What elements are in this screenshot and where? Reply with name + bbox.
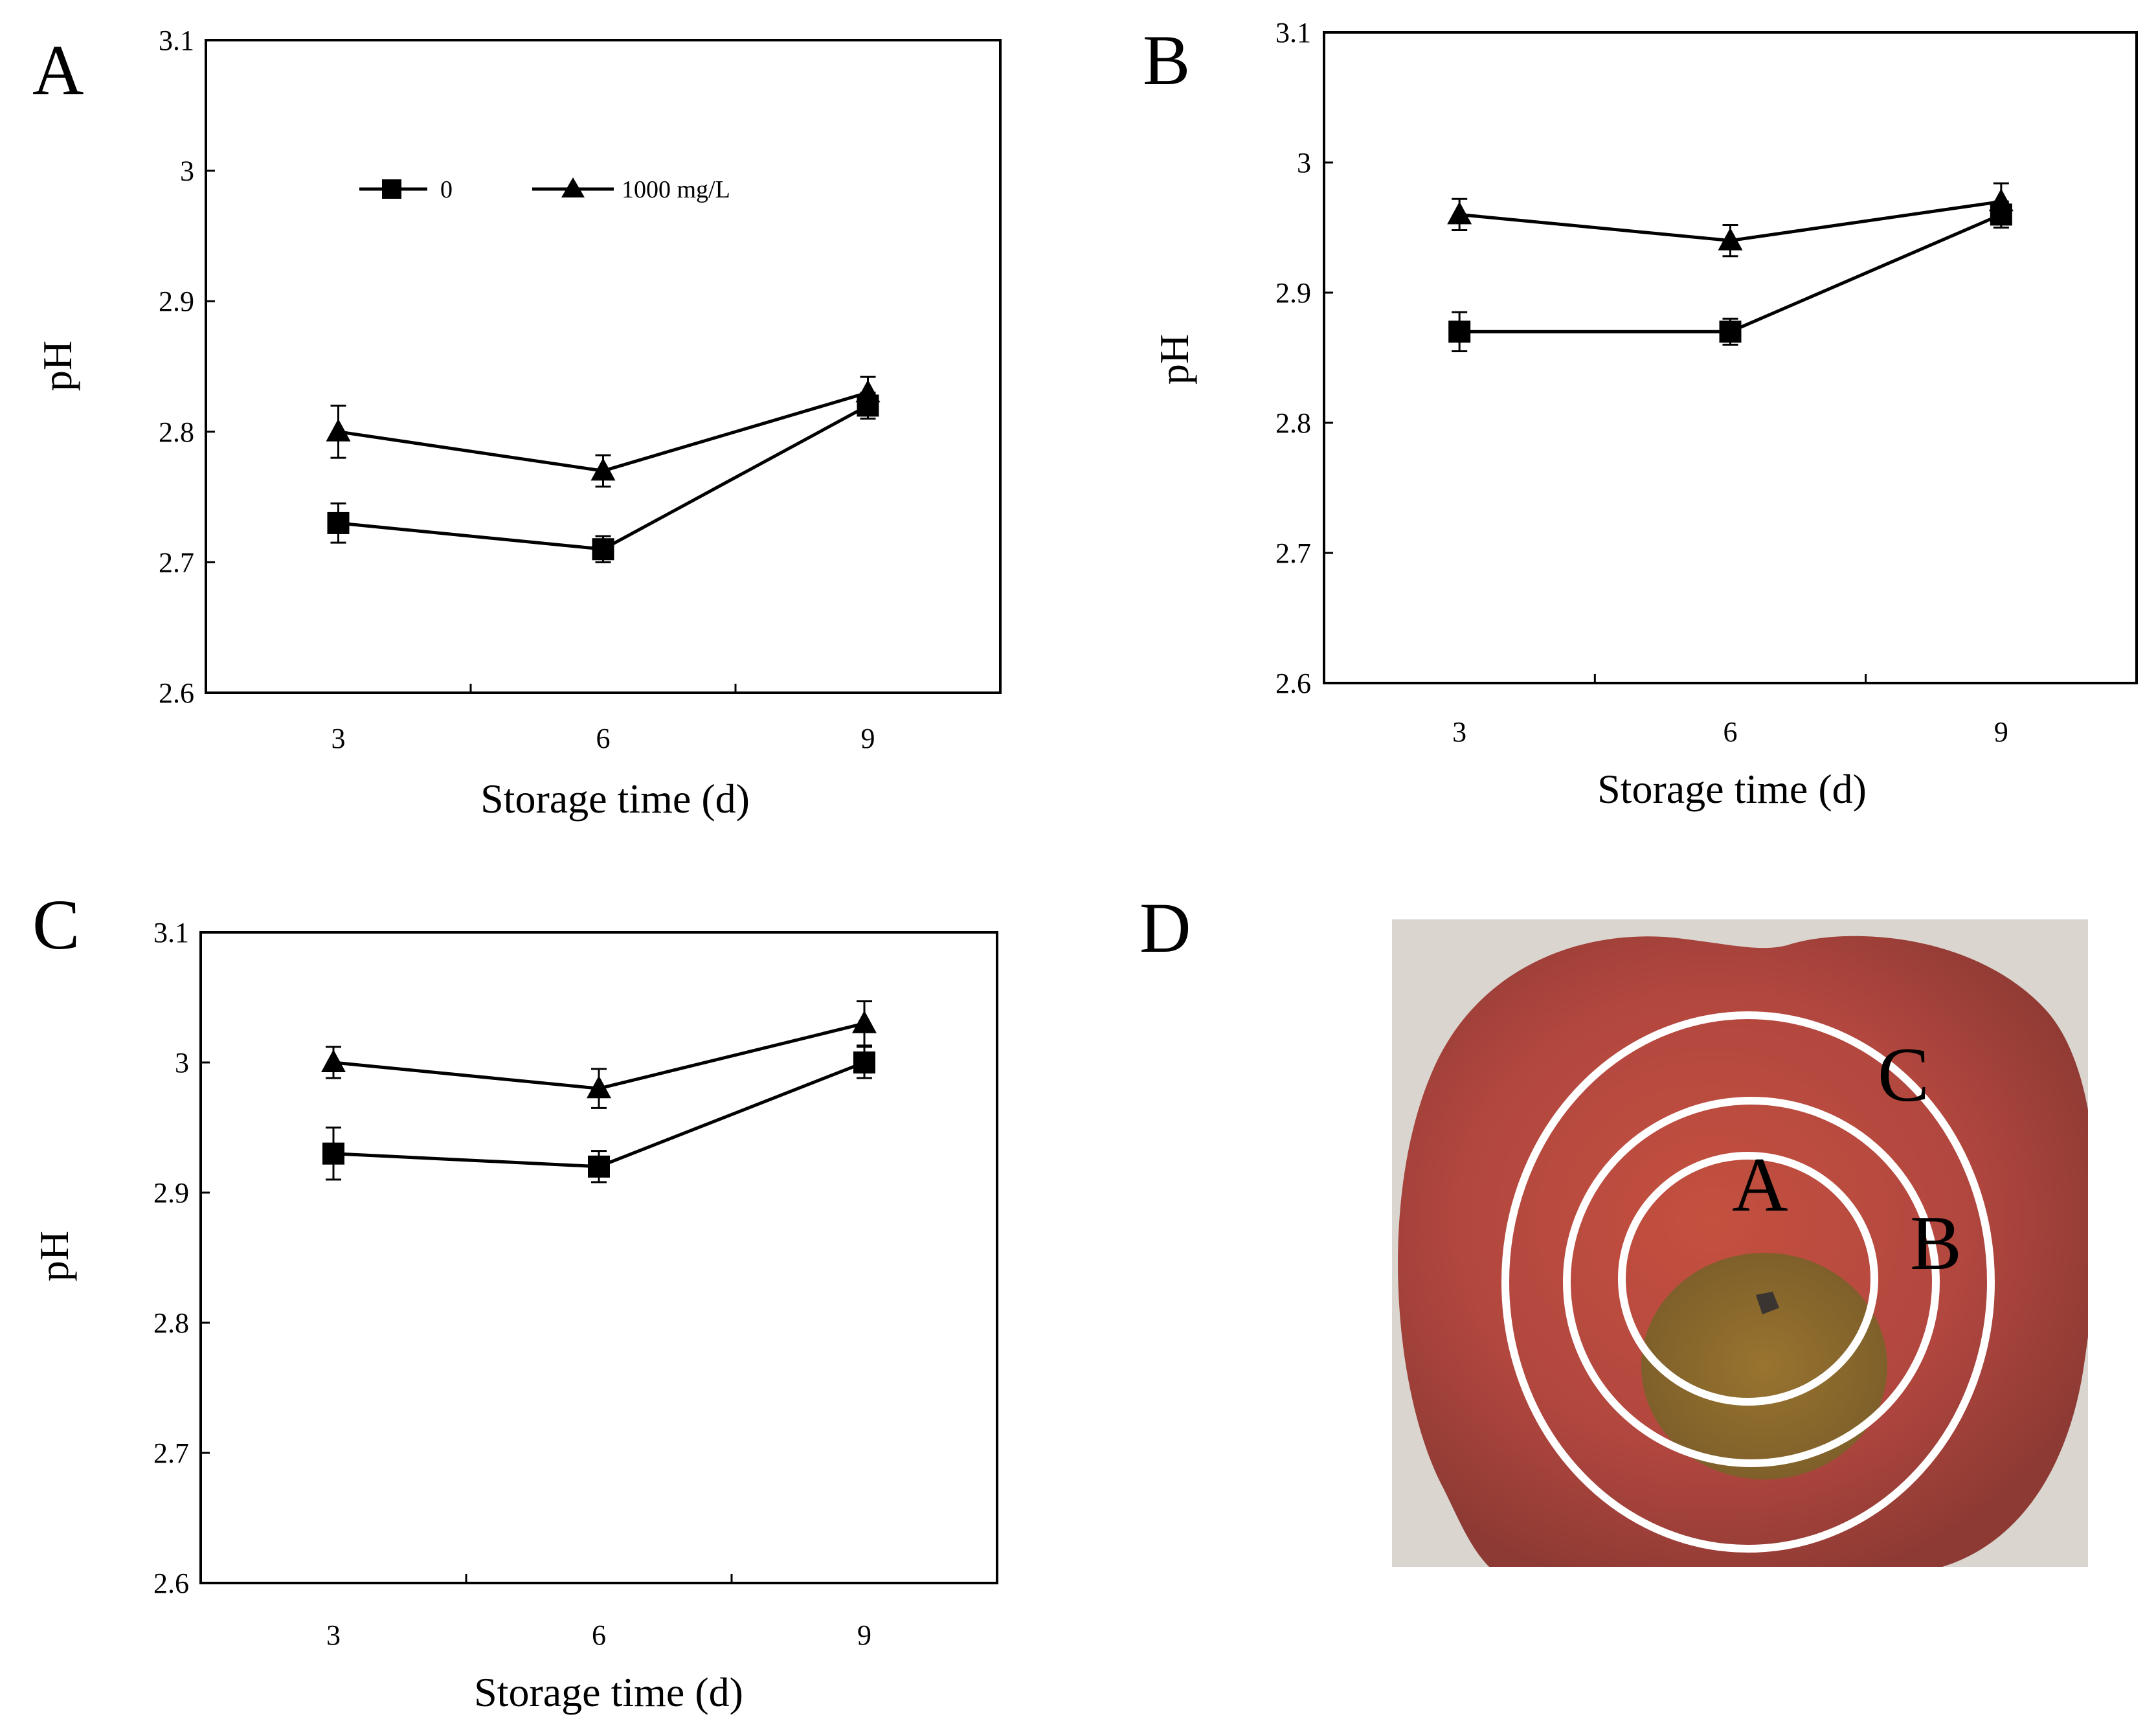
- zone-label-c: C: [1878, 1031, 1929, 1118]
- y-tick-label-b: 3: [1297, 147, 1311, 179]
- point-triangle-b: [1718, 227, 1743, 251]
- panel-letter-b: B: [1143, 21, 1190, 100]
- chart-panel-c: 2.6 2.7 2.8 2.9 3 3.1 3 6 9 Storage time (d) pH C: [31, 885, 998, 1715]
- point-square-a: [592, 538, 614, 561]
- x-tick-label-b: 9: [1994, 716, 2008, 748]
- point-square-a: [327, 511, 350, 534]
- point-triangle-c: [587, 1075, 611, 1099]
- x-axis-title-c: Storage time (d): [474, 1669, 743, 1715]
- x-tick-label-c: 3: [326, 1619, 341, 1651]
- point-triangle-b: [1447, 201, 1472, 225]
- apple-photo-panel: D A B C: [1140, 888, 2088, 1567]
- legend-a: 0 1000 mg/L: [359, 176, 730, 203]
- panel-letter-d: D: [1140, 888, 1191, 967]
- zone-label-b: B: [1910, 1200, 1962, 1286]
- y-tick-label-b: 2.9: [1275, 277, 1311, 309]
- point-triangle-c: [321, 1050, 346, 1072]
- zone-label-a: A: [1732, 1141, 1788, 1228]
- point-triangle-a: [855, 379, 881, 403]
- y-tick-label-c: 2.7: [153, 1437, 189, 1469]
- chart-panel-a: 2.6 2.7 2.8 2.9 3 3.1 3 6 9 Storage time (d) pH A 0 1…: [32, 25, 1002, 822]
- legend-label-1: 1000 mg/L: [622, 176, 730, 203]
- y-axis-title-c: pH: [31, 1231, 77, 1281]
- point-square-c: [322, 1142, 344, 1165]
- point-square-c: [588, 1155, 610, 1178]
- y-tick-label-a: 2.7: [159, 546, 194, 578]
- plot-frame-c: [199, 931, 998, 1584]
- calyx-core: [1641, 1253, 1887, 1479]
- y-tick-label-b: 2.8: [1275, 407, 1311, 439]
- y-tick-label-c: 2.9: [153, 1177, 189, 1209]
- point-square-c: [853, 1051, 875, 1073]
- y-tick-label-c: 2.6: [153, 1567, 189, 1599]
- y-axis-title-a: pH: [34, 341, 80, 391]
- y-axis-title-b: pH: [1151, 334, 1197, 385]
- point-triangle-a: [590, 458, 616, 481]
- y-tick-label-c: 3: [175, 1047, 189, 1079]
- point-square-b: [1448, 320, 1471, 343]
- x-tick-label-a: 3: [331, 723, 346, 754]
- x-axis-title-b: Storage time (d): [1597, 766, 1867, 812]
- point-triangle-b: [1988, 188, 2014, 212]
- point-triangle-c: [852, 1010, 877, 1033]
- x-tick-label-a: 6: [596, 723, 611, 754]
- point-square-b: [1719, 320, 1742, 343]
- panel-letter-c: C: [32, 885, 80, 964]
- y-tick-label-c: 3.1: [153, 917, 189, 949]
- y-tick-label-a: 2.9: [159, 286, 194, 317]
- x-axis-title-a: Storage time (d): [480, 776, 750, 822]
- x-tick-label-c: 6: [592, 1619, 606, 1651]
- panel-letter-a: A: [32, 30, 84, 109]
- plot-frame-a: [205, 39, 1002, 694]
- charts-layer: 2.6 2.7 2.8 2.9 3 3.1 3 6 9 Storage time (d) pH A 0 1…: [31, 17, 2138, 1715]
- point-triangle-a: [326, 418, 351, 442]
- y-tick-label-a: 3.1: [159, 25, 194, 56]
- chart-panel-b: 2.6 2.7 2.8 2.9 3 3.1 3 6 9 Storage time (d) pH B: [1143, 17, 2138, 812]
- zone-ring-b: [1563, 1097, 1940, 1467]
- y-tick-label-b: 2.6: [1275, 668, 1311, 699]
- plot-frame-b: [1323, 31, 2138, 684]
- zone-ring-a: [1618, 1152, 1878, 1406]
- y-tick-label-b: 2.7: [1275, 537, 1311, 569]
- legend-marker-square: [382, 179, 401, 199]
- x-tick-label-b: 6: [1724, 716, 1738, 748]
- calyx-mark: [1756, 1292, 1779, 1314]
- y-tick-label-b: 3.1: [1275, 17, 1311, 49]
- legend-marker-triangle: [561, 177, 585, 197]
- x-tick-label-a: 9: [861, 723, 875, 754]
- y-tick-label-a: 2.6: [159, 677, 194, 709]
- y-tick-label-a: 2.8: [159, 416, 194, 448]
- legend-label-0: 0: [440, 176, 453, 203]
- y-tick-label-a: 3: [180, 155, 194, 187]
- x-tick-label-b: 3: [1452, 716, 1466, 748]
- zone-ring-c: [1501, 1011, 1995, 1553]
- y-tick-label-c: 2.8: [153, 1307, 189, 1339]
- x-tick-label-c: 9: [857, 1619, 871, 1651]
